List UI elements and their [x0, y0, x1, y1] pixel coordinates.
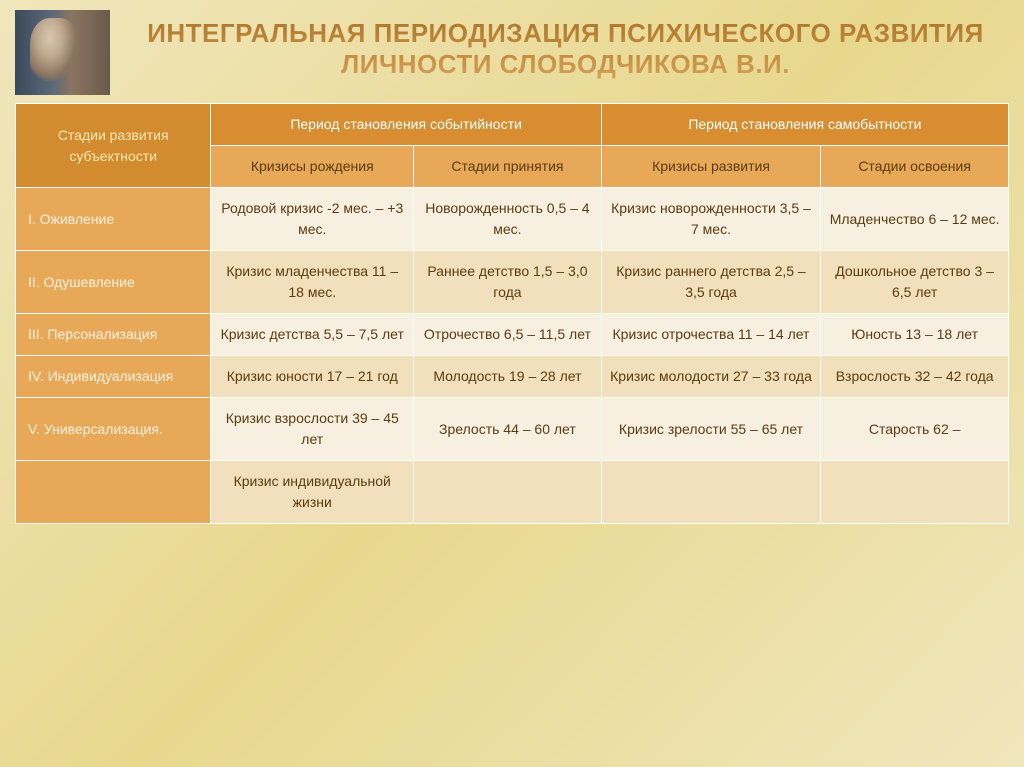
- table-cell: Кризис зрелости 55 – 65 лет: [601, 398, 821, 461]
- table-cell: Юность 13 – 18 лет: [821, 314, 1009, 356]
- table-cell: Кризис детства 5,5 – 7,5 лет: [211, 314, 414, 356]
- stage-label: I. Оживление: [16, 188, 211, 251]
- table-row: IV. Индивидуализация Кризис юности 17 – …: [16, 356, 1009, 398]
- table-cell: Раннее детство 1,5 – 3,0 года: [414, 251, 602, 314]
- table-cell: Кризис отрочества 11 – 14 лет: [601, 314, 821, 356]
- header-sub-2: Стадии принятия: [414, 146, 602, 188]
- table-cell: [821, 461, 1009, 524]
- header-sub-1: Кризисы рождения: [211, 146, 414, 188]
- table-cell: Младенчество 6 – 12 мес.: [821, 188, 1009, 251]
- table-cell: Кризис раннего детства 2,5 – 3,5 года: [601, 251, 821, 314]
- header-row-1: Стадии развития субъектности Период стан…: [16, 104, 1009, 146]
- slide-header: ИНТЕГРАЛЬНАЯ ПЕРИОДИЗАЦИЯ ПСИХИЧЕСКОГО Р…: [15, 10, 1009, 95]
- table-row: I. Оживление Родовой кризис -2 мес. – +3…: [16, 188, 1009, 251]
- stage-label: II. Одушевление: [16, 251, 211, 314]
- table-row: III. Персонализация Кризис детства 5,5 –…: [16, 314, 1009, 356]
- header-sub-3: Кризисы развития: [601, 146, 821, 188]
- table-cell: [601, 461, 821, 524]
- table-cell: Молодость 19 – 28 лет: [414, 356, 602, 398]
- table-row: Кризис индивидуальной жизни: [16, 461, 1009, 524]
- table-cell: Кризис молодости 27 – 33 года: [601, 356, 821, 398]
- table-cell: Кризис индивидуальной жизни: [211, 461, 414, 524]
- table-cell: Кризис младенчества 11 – 18 мес.: [211, 251, 414, 314]
- table-cell: Отрочество 6,5 – 11,5 лет: [414, 314, 602, 356]
- header-top-2: Период становления самобытности: [601, 104, 1008, 146]
- table-cell: Кризис взрослости 39 – 45 лет: [211, 398, 414, 461]
- stage-label: V. Универсализация.: [16, 398, 211, 461]
- table-cell: Кризис новорожденности 3,5 – 7 мес.: [601, 188, 821, 251]
- table-cell: Зрелость 44 – 60 лет: [414, 398, 602, 461]
- table-row: II. Одушевление Кризис младенчества 11 –…: [16, 251, 1009, 314]
- table-cell: Взрослость 32 – 42 года: [821, 356, 1009, 398]
- table-cell: Дошкольное детство 3 – 6,5 лет: [821, 251, 1009, 314]
- header-side: Стадии развития субъектности: [16, 104, 211, 188]
- table-cell: Старость 62 –: [821, 398, 1009, 461]
- table-cell: Новорожденность 0,5 – 4 мес.: [414, 188, 602, 251]
- stage-label: III. Персонализация: [16, 314, 211, 356]
- table-row: V. Универсализация. Кризис взрослости 39…: [16, 398, 1009, 461]
- periodization-table: Стадии развития субъектности Период стан…: [15, 103, 1009, 524]
- slide-container: ИНТЕГРАЛЬНАЯ ПЕРИОДИЗАЦИЯ ПСИХИЧЕСКОГО Р…: [0, 0, 1024, 767]
- stage-label: [16, 461, 211, 524]
- table-cell: [414, 461, 602, 524]
- table-cell: Кризис юности 17 – 21 год: [211, 356, 414, 398]
- header-top-1: Период становления событийности: [211, 104, 601, 146]
- header-sub-4: Стадии освоения: [821, 146, 1009, 188]
- slide-title: ИНТЕГРАЛЬНАЯ ПЕРИОДИЗАЦИЯ ПСИХИЧЕСКОГО Р…: [122, 10, 1009, 80]
- stage-label: IV. Индивидуализация: [16, 356, 211, 398]
- table-cell: Родовой кризис -2 мес. – +3 мес.: [211, 188, 414, 251]
- author-photo: [15, 10, 110, 95]
